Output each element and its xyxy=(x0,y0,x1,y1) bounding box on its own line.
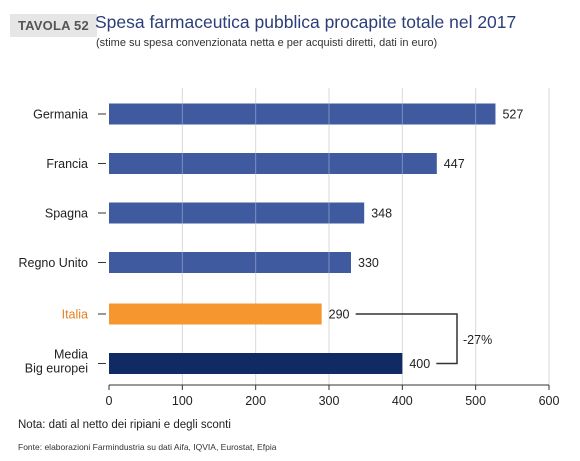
bar-4 xyxy=(109,303,322,325)
value-labels: 527 447 348 330 290 400 xyxy=(329,108,524,372)
x-axis: 0 100 200 300 400 500 600 xyxy=(98,113,560,408)
category-label: Francia xyxy=(46,157,88,171)
annotation-bracket xyxy=(355,313,458,365)
category-labels: Germania Francia Spagna Regno Unito Italia Me… xyxy=(19,108,89,376)
annotation: -27% xyxy=(355,313,492,365)
footnote: Nota: dati al netto dei ripiani e degli … xyxy=(18,419,231,431)
bar-2 xyxy=(109,202,365,224)
bar-5 xyxy=(109,353,403,374)
category-label: Media Big europei xyxy=(25,348,88,376)
table-tag: TAVOLA 52 xyxy=(10,14,97,37)
grid-lines xyxy=(181,88,550,385)
x-tick-label: 300 xyxy=(319,394,340,408)
x-tick-label: 200 xyxy=(245,394,266,408)
chart-subtitle: (stime su spesa convenzionata netta e pe… xyxy=(96,37,438,49)
annotation-label: -27% xyxy=(463,333,492,347)
x-tick-label: 400 xyxy=(392,394,413,408)
value-label: 527 xyxy=(502,108,523,122)
value-label: 330 xyxy=(358,256,379,270)
category-label: Germania xyxy=(33,108,88,122)
bar-3 xyxy=(109,252,351,273)
x-tick-label: 500 xyxy=(465,394,486,408)
category-label: Italia xyxy=(62,308,88,322)
x-tick-label: 100 xyxy=(172,394,193,408)
value-label: 290 xyxy=(329,308,350,322)
x-tick-label: 600 xyxy=(539,394,560,408)
chart-title: Spesa farmaceutica pubblica procapite to… xyxy=(95,12,517,32)
bar-0 xyxy=(109,103,496,125)
chart-header: TAVOLA 52 Spesa farmaceutica pubblica pr… xyxy=(10,10,570,58)
source-note: Fonte: elaborazioni Farmindustria su dat… xyxy=(18,442,277,452)
value-label: 348 xyxy=(371,207,392,221)
bars xyxy=(109,103,496,374)
category-label: Regno Unito xyxy=(19,256,89,270)
category-label: Spagna xyxy=(45,207,88,221)
bar-1 xyxy=(109,153,437,174)
value-label: 447 xyxy=(444,157,465,171)
value-label: 400 xyxy=(409,357,430,371)
x-tick-label: 0 xyxy=(106,394,113,408)
